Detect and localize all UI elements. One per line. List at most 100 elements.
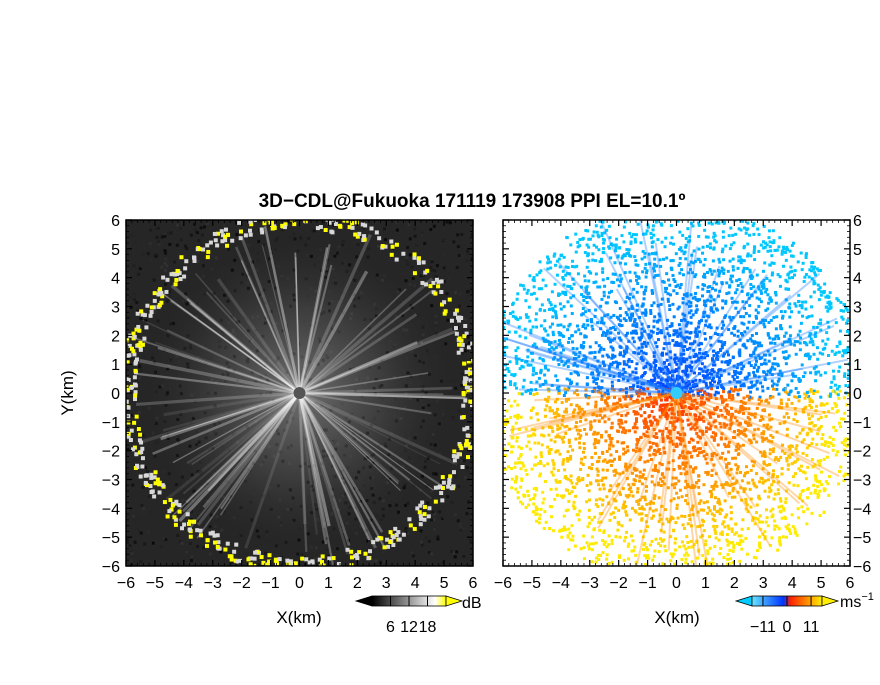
reflectivity-boundary-pixel	[304, 557, 308, 561]
reflectivity-boundary-pixel	[239, 230, 243, 234]
velocity-pixel	[623, 539, 626, 542]
reflectivity-noise-pixel	[160, 545, 163, 548]
velocity-pixel	[807, 487, 810, 490]
velocity-pixel	[799, 469, 802, 472]
reflectivity-boundary-pixel	[140, 465, 144, 469]
velocity-pixel	[817, 370, 820, 373]
reflectivity-boundary-pixel	[465, 370, 469, 374]
velocity-pixel	[538, 377, 541, 380]
velocity-pixel	[517, 491, 520, 494]
velocity-pixel	[591, 325, 594, 328]
velocity-pixel	[788, 316, 791, 319]
velocity-pixel	[694, 311, 697, 314]
velocity-pixel	[759, 381, 762, 384]
velocity-pixel	[660, 404, 663, 407]
velocity-pixel	[709, 427, 712, 430]
reflectivity-noise-pixel	[465, 512, 468, 515]
velocity-pixel	[547, 434, 550, 437]
velocity-pixel	[579, 468, 582, 471]
velocity-pixel	[624, 510, 627, 513]
reflectivity-boundary-pixel	[329, 230, 333, 234]
velocity-pixel	[517, 445, 520, 448]
reflectivity-boundary-pixel	[458, 336, 462, 340]
reflectivity-noise-pixel	[420, 529, 423, 532]
velocity-pixel	[703, 273, 706, 276]
velocity-pixel	[537, 462, 540, 465]
velocity-pixel	[789, 325, 792, 328]
reflectivity-noise-pixel	[196, 545, 199, 548]
reflectivity-boundary-pixel	[477, 390, 481, 394]
reflectivity-noise-pixel	[193, 223, 196, 226]
velocity-pixel	[761, 385, 764, 388]
reflectivity-boundary-pixel	[249, 233, 253, 237]
velocity-pixel	[535, 520, 538, 523]
reflectivity-boundary-pixel	[462, 362, 466, 366]
velocity-pixel	[795, 305, 798, 308]
velocity-pixel	[526, 292, 529, 295]
reflectivity-boundary-pixel	[156, 478, 160, 482]
velocity-pixel	[712, 431, 715, 434]
reflectivity-boundary-pixel	[174, 523, 178, 527]
velocity-pixel	[701, 554, 704, 557]
reflectivity-boundary-pixel	[454, 326, 458, 330]
reflectivity-boundary-pixel	[375, 230, 379, 234]
velocity-pixel	[706, 552, 709, 555]
reflectivity-boundary-pixel	[152, 494, 156, 498]
velocity-pixel	[776, 549, 779, 552]
velocity-pixel	[600, 298, 603, 301]
velocity-pixel	[577, 272, 580, 275]
reflectivity-noise-pixel	[161, 235, 164, 238]
velocity-pixel	[623, 226, 626, 229]
velocity-pixel	[543, 498, 546, 501]
velocity-pixel	[595, 542, 598, 545]
reflectivity-boundary-pixel	[199, 529, 203, 533]
velocity-pixel	[526, 490, 529, 493]
velocity-pixel	[706, 290, 709, 293]
reflectivity-boundary-pixel	[136, 325, 140, 329]
velocity-pixel	[615, 450, 618, 453]
velocity-pixel	[563, 468, 566, 471]
reflectivity-boundary-pixel	[428, 284, 432, 288]
y-tick-label: 0	[111, 386, 120, 403]
velocity-pixel	[804, 406, 807, 409]
velocity-pixel	[777, 459, 780, 462]
velocity-pixel	[802, 452, 805, 455]
velocity-pixel	[808, 417, 811, 420]
velocity-pixel	[635, 417, 638, 420]
velocity-pixel	[808, 422, 811, 425]
reflectivity-boundary-pixel	[172, 515, 176, 519]
velocity-pixel	[819, 459, 822, 462]
velocity-pixel	[715, 391, 718, 394]
velocity-pixel	[640, 285, 643, 288]
velocity-pixel	[661, 352, 664, 355]
reflectivity-boundary-pixel	[292, 222, 296, 226]
velocity-pixel	[624, 536, 627, 539]
velocity-pixel	[594, 452, 597, 455]
velocity-pixel	[643, 411, 646, 414]
velocity-pixel	[769, 264, 772, 267]
velocity-pixel	[837, 370, 840, 373]
velocity-pixel	[760, 244, 763, 247]
reflectivity-noise-pixel	[135, 301, 138, 304]
velocity-pixel	[790, 254, 793, 257]
velocity-pixel	[579, 434, 582, 437]
velocity-pixel	[757, 305, 760, 308]
reflectivity-noise-pixel	[127, 509, 130, 512]
velocity-pixel	[683, 554, 686, 557]
velocity-pixel	[534, 318, 537, 321]
reflectivity-noise-pixel	[430, 518, 433, 521]
reflectivity-noise-pixel	[454, 513, 457, 516]
reflectivity-noise-pixel	[442, 228, 445, 231]
velocity-pixel	[558, 331, 561, 334]
y-tick-label: 6	[111, 213, 120, 230]
velocity-pixel	[673, 358, 676, 361]
reflectivity-boundary-pixel	[161, 276, 165, 280]
velocity-pixel	[788, 445, 791, 448]
velocity-pixel	[580, 547, 583, 550]
velocity-pixel	[813, 353, 816, 356]
velocity-pixel	[532, 367, 535, 370]
velocity-pixel	[791, 270, 794, 273]
velocity-pixel	[722, 324, 725, 327]
velocity-pixel	[799, 304, 802, 307]
velocity-pixel	[621, 524, 624, 527]
